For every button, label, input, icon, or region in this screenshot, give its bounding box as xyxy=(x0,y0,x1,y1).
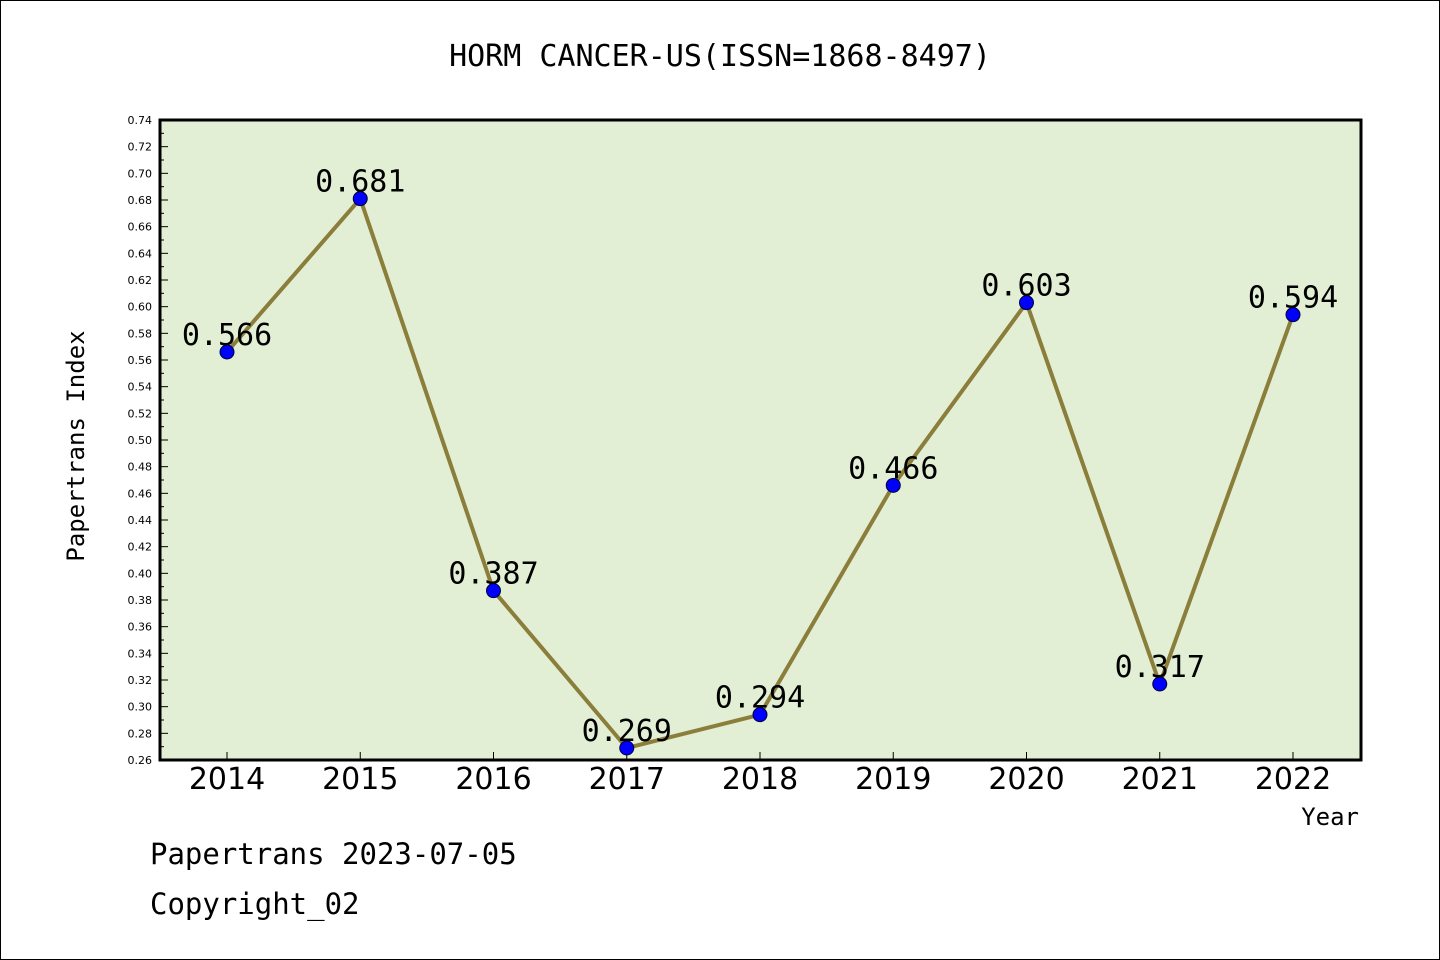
y-tick-label: 0.38 xyxy=(128,594,153,607)
data-label: 0.681 xyxy=(315,165,405,200)
y-tick-label: 0.56 xyxy=(128,354,153,367)
y-tick-label: 0.54 xyxy=(128,381,153,394)
x-tick-label: 2021 xyxy=(1122,762,1198,797)
y-tick-label: 0.40 xyxy=(128,567,153,580)
data-point xyxy=(1019,295,1034,311)
data-label: 0.294 xyxy=(715,681,805,716)
data-point xyxy=(752,707,768,723)
y-axis-label: Papertrans Index xyxy=(62,330,90,561)
x-axis-label: Year xyxy=(1301,803,1359,831)
data-point xyxy=(885,477,901,493)
data-label: 0.594 xyxy=(1248,281,1338,316)
footer-copyright: Copyright_02 xyxy=(150,887,360,922)
x-tick-label: 2019 xyxy=(855,762,931,797)
y-tick-label: 0.44 xyxy=(128,514,153,527)
data-point xyxy=(486,583,501,599)
x-tick-label: 2016 xyxy=(455,762,531,797)
y-tick-label: 0.46 xyxy=(128,487,153,500)
x-tick-label: 2018 xyxy=(722,762,798,797)
x-tick-label: 2017 xyxy=(589,762,665,797)
chart-title: HORM CANCER-US(ISSN=1868-8497) xyxy=(449,39,991,74)
y-tick-label: 0.74 xyxy=(128,114,153,127)
y-axis-ticks: 0.26 0.28 0.30 0.32 0.34 0.36 0.38 0.40 0.42 0.44… xyxy=(128,114,168,767)
y-tick-label: 0.70 xyxy=(128,167,153,180)
data-label: 0.603 xyxy=(981,269,1071,304)
y-tick-label: 0.64 xyxy=(128,247,153,260)
data-labels: 0.566 0.681 0.387 0.269 0.294 0.466 0.603 0.317… xyxy=(182,165,1338,749)
data-point xyxy=(219,344,235,360)
x-tick-label: 2015 xyxy=(322,762,398,797)
y-tick-label: 0.34 xyxy=(128,647,153,660)
footer-date: Papertrans 2023-07-05 xyxy=(150,837,517,871)
plot-border xyxy=(158,118,1363,762)
y-tick-label: 0.58 xyxy=(128,327,153,340)
data-point xyxy=(619,740,635,756)
data-label: 0.566 xyxy=(182,318,272,353)
y-tick-label: 0.62 xyxy=(128,274,153,287)
y-tick-label: 0.26 xyxy=(128,754,153,767)
data-label: 0.317 xyxy=(1115,650,1205,685)
x-tick-label: 2014 xyxy=(189,762,265,797)
data-point xyxy=(1152,676,1168,692)
x-tick-label: 2020 xyxy=(988,762,1064,797)
y-tick-label: 0.60 xyxy=(128,301,153,314)
x-axis-ticks: 2014 2015 2016 2017 2018 2019 2020 2021 2022 xyxy=(189,752,1331,797)
y-tick-label: 0.42 xyxy=(128,541,153,554)
y-tick-label: 0.28 xyxy=(128,727,153,740)
y-tick-label: 0.32 xyxy=(128,674,153,687)
data-point xyxy=(352,191,368,207)
x-tick-label: 2022 xyxy=(1255,762,1331,797)
y-tick-label: 0.72 xyxy=(128,141,153,154)
data-label: 0.466 xyxy=(848,451,938,486)
y-tick-label: 0.68 xyxy=(128,194,153,207)
data-label: 0.387 xyxy=(448,557,538,592)
y-tick-label: 0.30 xyxy=(128,701,153,714)
series-markers xyxy=(219,191,1301,756)
y-tick-label: 0.50 xyxy=(128,434,153,447)
y-tick-label: 0.52 xyxy=(128,407,153,420)
y-tick-label: 0.48 xyxy=(128,461,153,474)
plot-area xyxy=(160,120,1361,760)
y-tick-label: 0.36 xyxy=(128,621,153,634)
data-label: 0.269 xyxy=(582,714,672,749)
data-point xyxy=(1285,307,1301,323)
y-tick-label: 0.66 xyxy=(128,221,153,234)
